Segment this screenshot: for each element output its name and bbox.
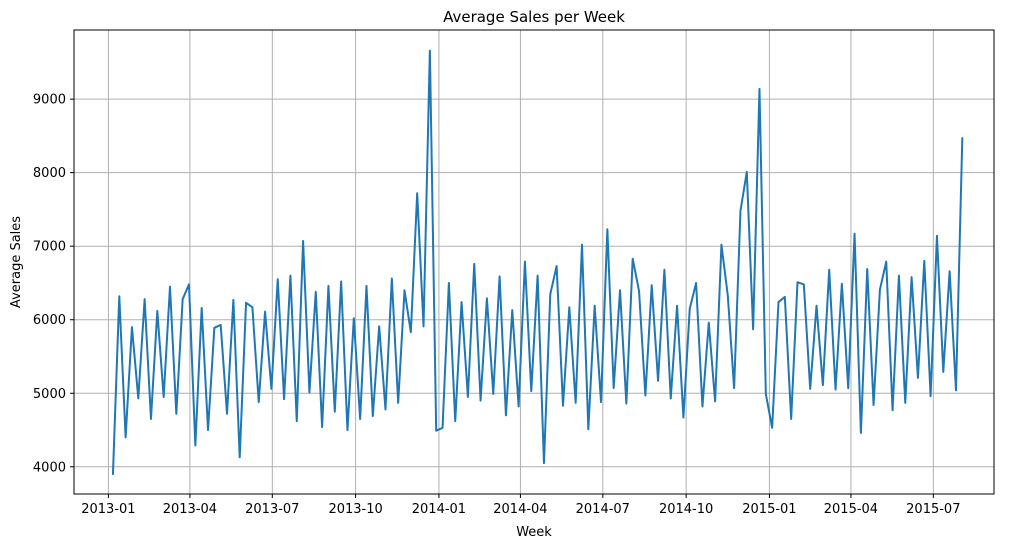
y-axis: 4000 5000 6000 7000 8000 9000 xyxy=(33,93,74,475)
series-points xyxy=(112,50,963,475)
y-axis-title: Average Sales xyxy=(9,216,24,308)
chart-title: Average Sales per Week xyxy=(443,8,625,26)
x-tick-label: 2013-10 xyxy=(328,502,382,517)
x-tick-label: 2014-04 xyxy=(493,502,547,517)
x-tick-label: 2013-07 xyxy=(245,502,299,517)
y-tick-label: 9000 xyxy=(33,93,66,108)
y-tick-label: 4000 xyxy=(33,460,66,475)
y-tick-label: 5000 xyxy=(33,387,66,402)
x-tick-label: 2015-07 xyxy=(906,502,960,517)
series-layer xyxy=(111,49,964,476)
x-tick-label: 2015-04 xyxy=(824,502,878,517)
x-tick-label: 2014-07 xyxy=(576,502,630,517)
y-tick-label: 7000 xyxy=(33,240,66,255)
plot-frame xyxy=(73,29,995,495)
y-tick-label: 8000 xyxy=(33,166,66,181)
x-tick-label: 2015-01 xyxy=(742,502,796,517)
x-tick-label: 2013-04 xyxy=(163,502,217,517)
x-tick-label: 2014-10 xyxy=(659,502,713,517)
x-axis: 2013-01 2013-04 2013-07 2013-10 2014-01 2014-… xyxy=(81,494,960,517)
x-axis-title: Week xyxy=(516,525,552,540)
x-tick-label: 2013-01 xyxy=(81,502,135,517)
y-tick-label: 6000 xyxy=(33,313,66,328)
x-tick-label: 2014-01 xyxy=(412,502,466,517)
series-line xyxy=(111,49,964,476)
